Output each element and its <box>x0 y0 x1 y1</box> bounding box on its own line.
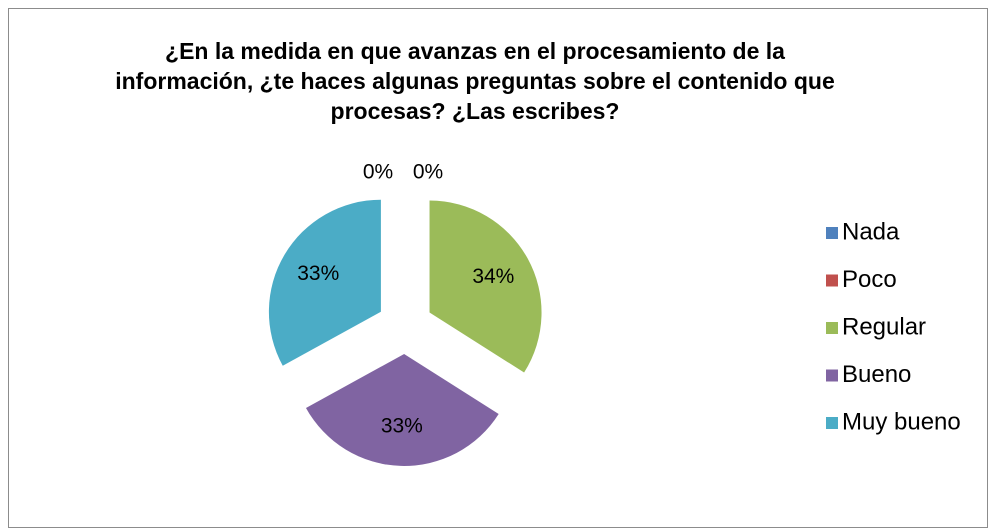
data-label: 33% <box>297 262 339 285</box>
legend-label: Regular <box>842 313 926 340</box>
legend-swatch <box>826 274 838 287</box>
data-label: 0% <box>413 161 443 184</box>
legend-label: Bueno <box>842 361 911 388</box>
data-label: 33% <box>381 414 423 437</box>
legend-label: Nada <box>842 218 900 245</box>
data-label: 34% <box>472 265 514 288</box>
chart-area: ¿En la medida en que avanzas en el proce… <box>8 8 988 528</box>
legend-label: Poco <box>842 266 897 293</box>
pie-slice <box>429 200 542 373</box>
legend-label: Muy bueno <box>842 408 961 435</box>
legend-swatch <box>826 417 838 429</box>
legend-swatch <box>826 227 838 239</box>
legend-swatch <box>826 369 838 382</box>
legend-swatch <box>826 322 838 334</box>
pie-slice <box>305 353 499 466</box>
pie-slice <box>268 199 381 366</box>
chart: 0% 0% 34% 33% 33% Nada Poco Regular Bueno Muy bue… <box>268 161 961 466</box>
chart-title: ¿En la medida en que avanzas en el proce… <box>115 38 835 124</box>
data-label: 0% <box>363 161 393 184</box>
